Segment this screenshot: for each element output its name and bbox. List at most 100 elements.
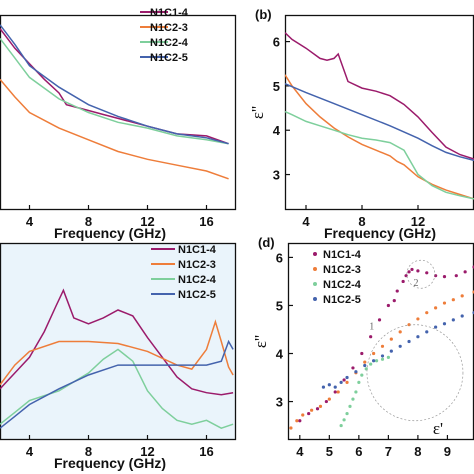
- semicircle-1: [366, 324, 464, 422]
- data-point-n1c2-4: [351, 397, 355, 401]
- data-point-n1c1-4: [410, 267, 414, 272]
- data-point-n1c2-3: [363, 360, 367, 364]
- data-point-n1c2-4: [369, 362, 373, 366]
- y-tick-label: 4: [276, 347, 284, 362]
- data-point-n1c2-3: [460, 294, 464, 298]
- data-point-n1c1-4: [333, 390, 337, 394]
- data-point-n1c1-4: [342, 378, 346, 382]
- data-point-n1c1-4: [401, 279, 405, 284]
- data-point-n1c2-5: [460, 314, 464, 318]
- x-axis-label: Frequency (GHz): [54, 455, 166, 471]
- series-line-n1c2-5: [285, 83, 474, 162]
- x-tick-label: 16: [199, 214, 213, 229]
- y-tick-label: 3: [273, 168, 280, 183]
- data-point-n1c1-4: [442, 275, 447, 279]
- series-line-n1c2-5: [0, 24, 229, 145]
- data-point-n1c2-4: [374, 359, 379, 363]
- data-point-n1c2-3: [295, 419, 299, 423]
- x-tick-label: 4: [26, 444, 34, 459]
- series-line-n1c1-4: [0, 28, 229, 145]
- x-tick-label: 8: [85, 214, 92, 229]
- x-tick-label: 8: [414, 444, 421, 459]
- legend-label-n1c2-5: N1C2-5: [323, 294, 361, 306]
- data-point-n1c2-4: [357, 380, 361, 384]
- data-point-n1c2-5: [416, 335, 420, 339]
- data-point-n1c2-3: [336, 390, 340, 394]
- data-point-n1c2-3: [380, 344, 385, 348]
- x-axis-label: Frequency (GHz): [324, 225, 436, 241]
- data-point-n1c1-4: [377, 318, 382, 322]
- data-point-n1c2-5: [327, 383, 331, 387]
- legend-label-n1c1-4: N1C1-4: [178, 244, 217, 256]
- x-axis-label: ε': [433, 419, 443, 438]
- x-tick-label: 12: [411, 214, 425, 229]
- data-point-n1c2-5: [451, 318, 455, 322]
- legend-label-n1c2-4: N1C2-4: [323, 279, 362, 291]
- data-point-n1c2-5: [425, 330, 429, 334]
- data-point-n1c2-5: [339, 380, 343, 384]
- data-point-n1c1-4: [392, 299, 396, 303]
- x-axis-label: Frequency (GHz): [54, 225, 166, 241]
- plot-background: [0, 243, 236, 440]
- data-point-n1c2-4: [354, 390, 358, 394]
- legend-label-n1c2-5: N1C2-5: [150, 52, 188, 64]
- y-axis-label: ε'': [248, 106, 267, 119]
- data-point-n1c1-4: [395, 289, 399, 293]
- legend-label-n1c1-4: N1C1-4: [150, 7, 189, 19]
- data-point-n1c1-4: [454, 274, 458, 278]
- data-point-n1c1-4: [307, 411, 311, 416]
- data-point-n1c2-4: [380, 357, 385, 361]
- legend: N1C1-4 N1C2-3 N1C2-4 N1C2-5: [313, 249, 362, 306]
- semicircle-2: [406, 259, 436, 289]
- data-point-n1c2-5: [333, 385, 337, 389]
- x-tick-label: 9: [444, 444, 451, 459]
- panel-c: 4 8 12 16 Frequency (GHz) N1C1-4N1C2-3N1C2-4N…: [0, 242, 237, 471]
- series-group: [289, 265, 474, 430]
- series-line-n1c1-4: [285, 32, 474, 160]
- legend-label-n1c2-4: N1C2-4: [150, 37, 189, 49]
- data-point-n1c2-3: [451, 298, 455, 302]
- x-tick-label: 12: [140, 444, 154, 459]
- data-point-n1c2-5: [363, 363, 367, 368]
- legend-swatch-n1c2-3: [313, 267, 317, 271]
- series-line-n1c2-5: [0, 339, 234, 429]
- x-tick-label: 4: [302, 214, 310, 229]
- data-point-n1c1-4: [315, 407, 320, 411]
- plot-frame: [284, 14, 474, 211]
- plot-frame: [0, 14, 237, 211]
- y-axis-label: ε'': [251, 335, 270, 348]
- series-group: [285, 32, 474, 200]
- data-point-n1c2-3: [389, 337, 393, 341]
- series-line-n1c2-4: [0, 37, 229, 145]
- annotation-2: 2: [413, 278, 418, 289]
- data-point-n1c2-3: [310, 408, 314, 412]
- legend-label-n1c2-5: N1C2-5: [178, 289, 216, 301]
- annotation-1: 1: [369, 321, 374, 332]
- x-tick-label: 16: [199, 444, 213, 459]
- legend: N1C1-4 N1C2-3 N1C2-4 N1C2-5: [140, 7, 189, 64]
- series-line-n1c1-4: [0, 288, 234, 396]
- data-point-n1c2-5: [434, 325, 438, 329]
- data-point-n1c2-4: [339, 423, 343, 428]
- x-tick-label: 4: [296, 444, 304, 459]
- data-point-n1c2-3: [318, 404, 323, 408]
- x-tick-label: 12: [140, 214, 154, 229]
- data-point-n1c2-5: [398, 344, 402, 348]
- x-tick-label: 8: [85, 444, 92, 459]
- panel-b: 4 8 12 3 4 5 6 Frequency (GHz) ε'' (b): [248, 7, 474, 241]
- y-tick-label: 6: [273, 35, 280, 50]
- y-tick-label: 6: [276, 250, 283, 265]
- legend-swatch-n1c2-5: [313, 297, 317, 301]
- data-point-n1c1-4: [463, 270, 467, 274]
- legend: N1C1-4 N1C2-3 N1C2-4 N1C2-5: [151, 244, 217, 301]
- legend-swatch-n1c2-4: [313, 282, 317, 286]
- panel-label: (d): [258, 235, 275, 250]
- data-point-n1c2-5: [372, 359, 376, 363]
- data-point-n1c2-4: [345, 411, 349, 416]
- x-tick-label: 5: [326, 444, 333, 459]
- data-point-n1c1-4: [386, 303, 390, 308]
- data-point-n1c2-5: [354, 370, 358, 374]
- data-point-n1c1-4: [360, 351, 364, 356]
